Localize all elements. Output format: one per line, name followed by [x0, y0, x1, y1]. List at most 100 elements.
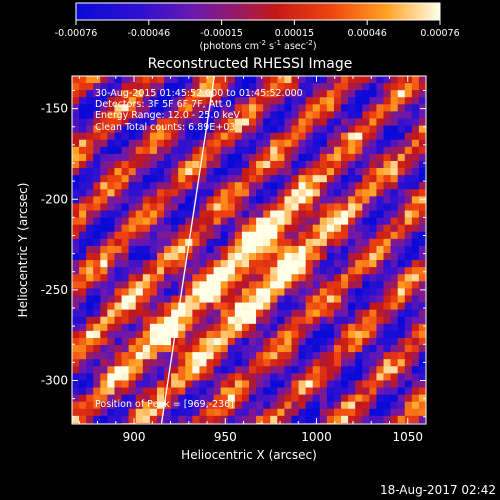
heatmap-cell	[284, 217, 292, 225]
heatmap-cell	[355, 231, 363, 240]
heatmap-cell	[72, 359, 80, 367]
heatmap-cell	[411, 210, 420, 218]
heatmap-cell	[326, 281, 335, 289]
heatmap-cell	[249, 366, 257, 374]
heatmap-cell	[107, 238, 115, 247]
heatmap-cell	[149, 189, 158, 197]
heatmap-cell	[142, 146, 151, 155]
heatmap-cell	[383, 104, 391, 112]
heatmap-cell	[149, 238, 158, 247]
heatmap-cell	[156, 422, 165, 424]
heatmap-cell	[100, 337, 108, 346]
heatmap-cell	[79, 387, 87, 395]
heatmap-cell	[249, 295, 257, 303]
heatmap-cell	[362, 288, 370, 296]
heatmap-cell	[213, 352, 221, 360]
heatmap-cell	[178, 253, 186, 261]
annotation-detectors: Detectors: 3F 5F 6F 7F, Att 0	[95, 99, 232, 110]
heatmap-cell	[93, 196, 101, 204]
heatmap-cell	[390, 387, 398, 395]
heatmap-cell	[397, 182, 406, 190]
heatmap-cell	[241, 316, 250, 325]
heatmap-cell	[241, 210, 250, 218]
heatmap-cell	[227, 253, 236, 261]
heatmap-cell	[100, 260, 108, 268]
heatmap-cell	[256, 260, 264, 268]
heatmap-cell	[333, 76, 342, 84]
heatmap-cell	[86, 394, 94, 402]
heatmap-cell	[135, 302, 144, 310]
heatmap-cell	[121, 345, 129, 353]
heatmap-cell	[192, 132, 200, 141]
heatmap-cell	[390, 323, 398, 332]
heatmap-cell	[178, 267, 186, 275]
heatmap-cell	[185, 182, 193, 190]
heatmap-cell	[369, 76, 377, 84]
heatmap-cell	[284, 316, 292, 325]
heatmap-cell	[142, 387, 151, 395]
heatmap-cell	[326, 160, 335, 169]
heatmap-cell	[185, 387, 193, 395]
heatmap-cell	[227, 380, 236, 388]
heatmap-cell	[284, 359, 292, 367]
heatmap-cell	[376, 380, 384, 388]
heatmap-cell	[220, 316, 229, 325]
heatmap-cell	[362, 118, 370, 126]
heatmap-cell	[298, 267, 306, 275]
heatmap-cell	[171, 408, 179, 417]
heatmap-cell	[270, 238, 278, 247]
heatmap-cell	[149, 182, 158, 190]
heatmap-cell	[256, 118, 264, 126]
heatmap-cell	[256, 288, 264, 296]
heatmap-cell	[411, 146, 420, 155]
heatmap-cell	[348, 175, 356, 183]
heatmap-cell	[220, 281, 229, 289]
heatmap-cell	[404, 203, 413, 211]
heatmap-cell	[270, 253, 278, 261]
heatmap-cell	[192, 295, 200, 303]
heatmap-cell	[362, 231, 370, 240]
heatmap-cell	[142, 380, 151, 388]
heatmap-cell	[121, 168, 129, 176]
heatmap-cell	[206, 139, 214, 148]
heatmap-cell	[199, 345, 207, 353]
heatmap-cell	[206, 231, 214, 240]
heatmap-cell	[284, 373, 292, 381]
heatmap-cell	[213, 132, 221, 141]
heatmap-cell	[192, 330, 200, 339]
heatmap-cell	[390, 168, 398, 176]
heatmap-cell	[86, 83, 94, 91]
heatmap-cell	[383, 153, 391, 162]
heatmap-cell	[362, 238, 370, 247]
heatmap-cell	[86, 111, 94, 119]
heatmap-cell	[362, 132, 370, 141]
heatmap-cell	[369, 316, 377, 325]
heatmap-cell	[319, 337, 328, 346]
heatmap-cell	[114, 323, 122, 332]
heatmap-cell	[72, 104, 80, 112]
heatmap-cell	[220, 175, 229, 183]
heatmap-cell	[220, 104, 229, 112]
heatmap-cell	[256, 210, 264, 218]
heatmap-cell	[178, 345, 186, 353]
heatmap-cell	[72, 253, 80, 261]
heatmap-cell	[404, 316, 413, 325]
heatmap-cell	[256, 104, 264, 112]
heatmap-cell	[234, 359, 243, 367]
heatmap-cell	[220, 76, 229, 84]
heatmap-cell	[206, 111, 214, 119]
heatmap-cell	[291, 210, 299, 218]
heatmap-cell	[149, 224, 158, 233]
heatmap-cell	[164, 175, 172, 183]
heatmap-cell	[362, 139, 370, 148]
heatmap-cell	[100, 352, 108, 360]
heatmap-cell	[241, 224, 250, 233]
heatmap-cell	[107, 401, 115, 410]
heatmap-cell	[341, 139, 349, 148]
heatmap-cell	[72, 373, 80, 381]
heatmap-cell	[249, 104, 257, 112]
heatmap-cell	[256, 302, 264, 310]
heatmap-cell	[341, 323, 349, 332]
heatmap-cell	[404, 352, 413, 360]
heatmap-cell	[128, 189, 137, 197]
